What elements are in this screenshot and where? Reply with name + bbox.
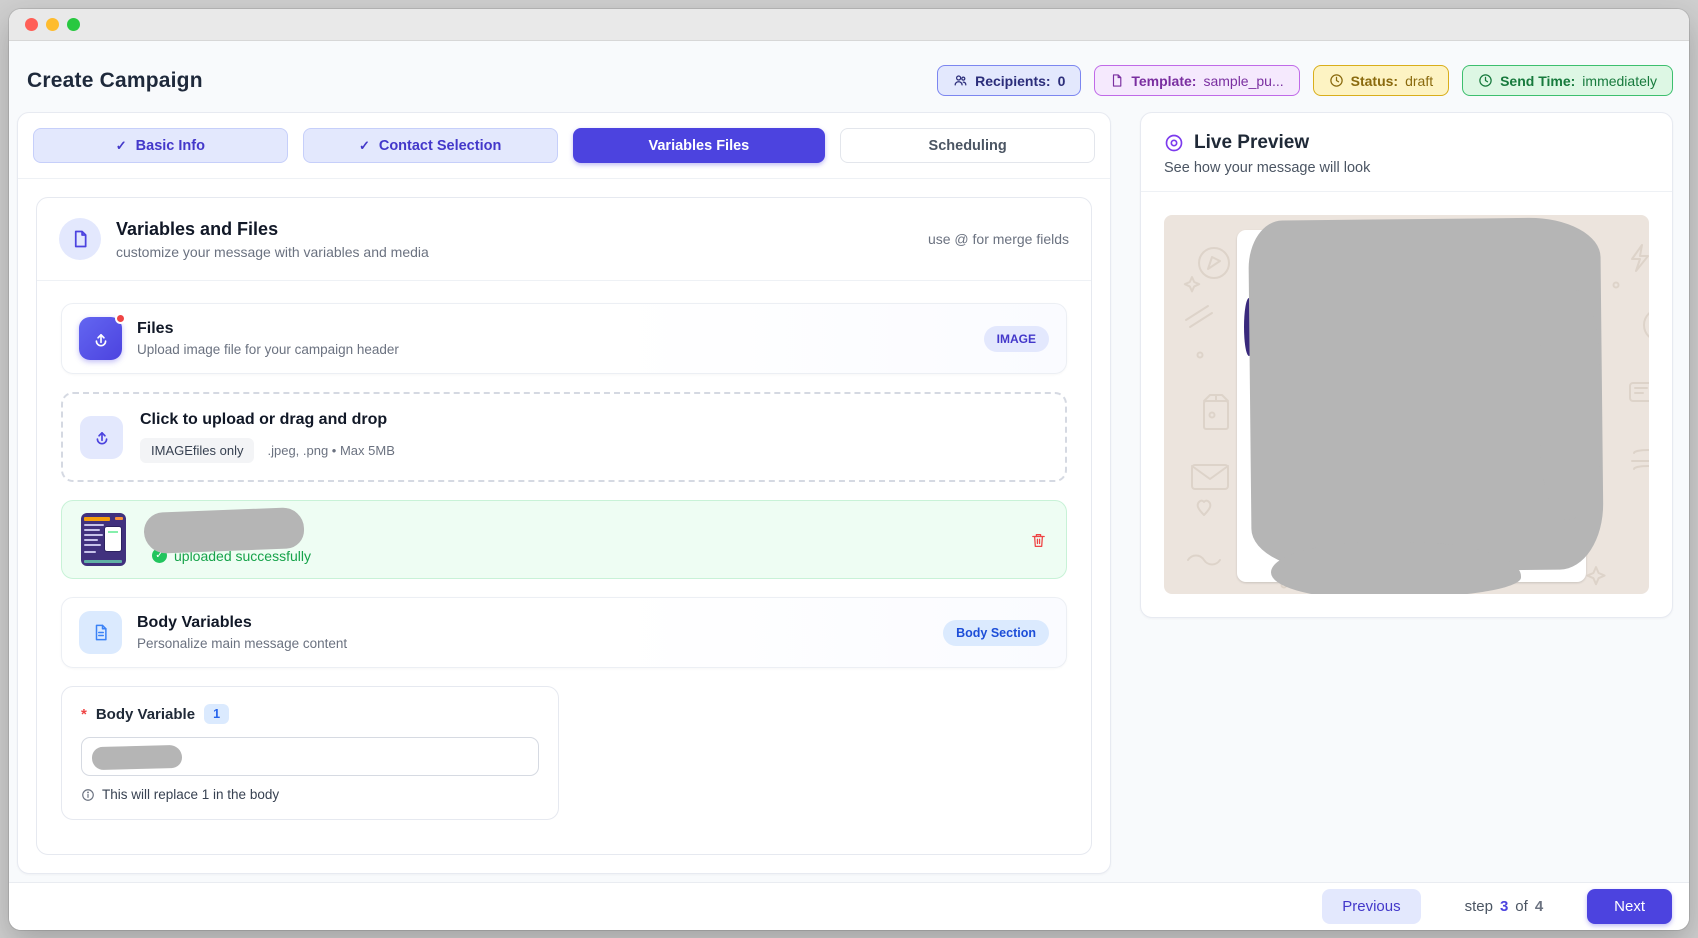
files-section-card: Files Upload image file for your campaig… [61, 303, 1067, 374]
dropzone-title: Click to upload or drag and drop [140, 411, 388, 428]
app-window: Create Campaign Recipients: 0 Template: … [9, 9, 1689, 930]
badge-label: Template: [1131, 72, 1197, 89]
wizard-footer: Previous step 3 of 4 Next [9, 882, 1689, 930]
clock-icon [1478, 73, 1493, 88]
required-asterisk: * [81, 705, 87, 723]
uploaded-file-row: ✓ uploaded successfully [61, 500, 1067, 579]
upload-icon [79, 313, 126, 360]
redacted-image [1271, 542, 1521, 594]
tab-contact-selection[interactable]: ✓ Contact Selection [302, 128, 558, 163]
recipients-badge: Recipients: 0 [937, 65, 1082, 96]
badge-value: sample_pu... [1203, 72, 1284, 89]
body-variables-card: Body Variables Personalize main message … [61, 597, 1067, 668]
body-variable-label-row: * Body Variable 1 [81, 704, 539, 724]
dropzone-filter-pill: IMAGEfiles only [140, 438, 255, 463]
merge-fields-hint: use @ for merge fields [927, 231, 1069, 247]
traffic-light-minimize[interactable] [46, 18, 59, 31]
tab-label: Contact Selection [378, 137, 502, 154]
redacted-filename [143, 506, 305, 554]
badge-value: 0 [1057, 72, 1066, 89]
wizard-tabs: ✓ Basic Info ✓ Contact Selection Variabl… [18, 113, 1110, 179]
variables-files-card: Variables and Files customize your messa… [36, 197, 1092, 855]
variable-index-badge: 1 [204, 704, 230, 724]
main-content: ✓ Basic Info ✓ Contact Selection Variabl… [9, 112, 1689, 882]
step-total: 4 [1534, 898, 1544, 915]
tab-label: Variables Files [648, 137, 750, 154]
tab-basic-info[interactable]: ✓ Basic Info [33, 128, 288, 163]
page-title: Create Campaign [27, 68, 203, 92]
page-header: Create Campaign Recipients: 0 Template: … [9, 41, 1689, 112]
redacted-input-value [91, 744, 183, 771]
template-badge: Template: sample_pu... [1094, 65, 1300, 96]
dropzone-constraints: .jpeg, .png • Max 5MB [267, 443, 395, 458]
badge-label: Recipients: [975, 72, 1051, 89]
clock-icon [1329, 73, 1344, 88]
body-variables-title: Body Variables [137, 614, 252, 631]
window-titlebar [9, 9, 1689, 41]
tab-label: Basic Info [135, 137, 205, 154]
check-icon: ✓ [115, 137, 127, 153]
message-preview-area [1164, 215, 1649, 594]
live-preview-header: Live Preview See how your message will l… [1141, 113, 1672, 192]
step-current: 3 [1499, 898, 1509, 915]
tab-scheduling[interactable]: Scheduling [840, 128, 1095, 163]
check-icon: ✓ [358, 137, 370, 153]
body-variables-subtitle: Personalize main message content [137, 636, 348, 651]
document-icon [59, 218, 101, 260]
live-preview-subtitle: See how your message will look [1164, 160, 1371, 176]
delete-file-button[interactable] [1030, 531, 1047, 549]
badge-value: immediately [1582, 72, 1657, 89]
step-word: step [1464, 898, 1493, 915]
files-subtitle: Upload image file for your campaign head… [137, 342, 399, 357]
status-badge: Status: draft [1312, 65, 1450, 96]
live-preview-panel: Live Preview See how your message will l… [1140, 112, 1673, 618]
variables-files-header: Variables and Files customize your messa… [37, 198, 1091, 281]
variable-help-text: This will replace 1 in the body [102, 787, 280, 802]
upload-cloud-icon [80, 415, 123, 459]
previous-button[interactable]: Previous [1322, 889, 1421, 924]
wizard-panel: ✓ Basic Info ✓ Contact Selection Variabl… [17, 112, 1111, 874]
notification-dot [115, 313, 126, 324]
tab-label: Scheduling [928, 137, 1007, 154]
badge-value: draft [1405, 72, 1434, 89]
body-section-badge: Body Section [943, 619, 1049, 646]
files-title: Files [137, 320, 174, 337]
traffic-light-close[interactable] [25, 18, 38, 31]
step-of: of [1515, 898, 1528, 915]
traffic-light-zoom[interactable] [67, 18, 80, 31]
info-icon [82, 788, 94, 801]
step-indicator: step 3 of 4 [1465, 898, 1544, 915]
message-bubble [1237, 217, 1604, 594]
file-type-badge: IMAGE [983, 325, 1049, 352]
file-meta: ✓ uploaded successfully [142, 506, 402, 565]
redacted-image [1540, 290, 1600, 520]
next-button[interactable]: Next [1587, 889, 1672, 924]
body-variable-field-card: * Body Variable 1 This will replace 1 in… [61, 686, 559, 820]
variable-help: This will replace 1 in the body [81, 787, 539, 802]
file-thumbnail [81, 513, 126, 566]
tab-variables-files[interactable]: Variables Files [572, 128, 826, 163]
live-preview-title: Live Preview [1194, 132, 1310, 153]
badge-label: Send Time: [1500, 72, 1576, 89]
send-time-badge: Send Time: immediately [1462, 65, 1673, 96]
eye-icon [1165, 134, 1183, 152]
header-badges: Recipients: 0 Template: sample_pu... Sta… [937, 65, 1673, 96]
body-doc-icon [79, 611, 122, 654]
upload-dropzone[interactable]: Click to upload or drag and drop IMAGEfi… [61, 392, 1067, 482]
variables-files-body: Files Upload image file for your campaig… [37, 281, 1091, 850]
badge-label: Status: [1350, 72, 1399, 89]
document-icon [1110, 73, 1124, 88]
people-icon [953, 73, 968, 88]
section-subtitle: customize your message with variables an… [116, 243, 429, 260]
section-title: Variables and Files [116, 218, 279, 239]
body-variable-input[interactable] [81, 737, 539, 776]
body-variable-label: Body Variable [95, 705, 196, 723]
